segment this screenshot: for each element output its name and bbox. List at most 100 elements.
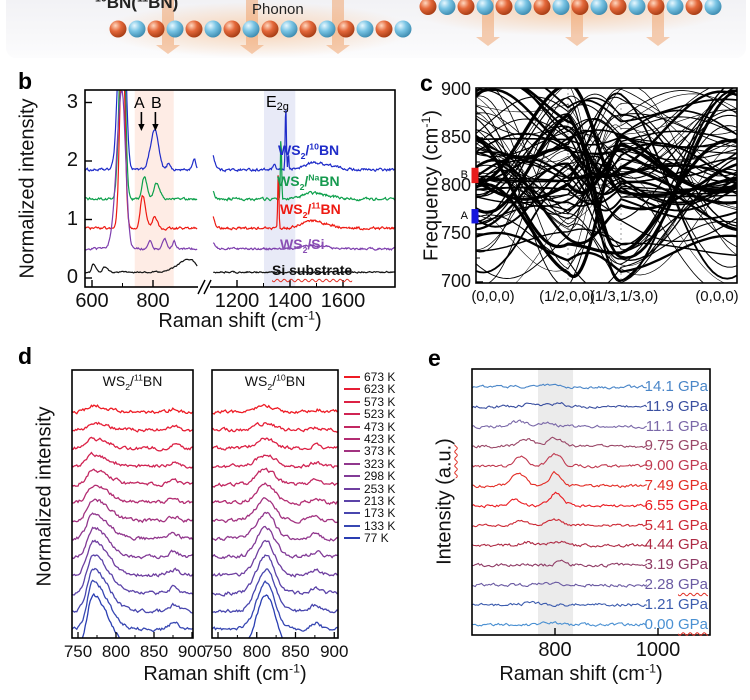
e2g-annotation: E2g [266, 94, 289, 113]
x-tick-label: 1000 [635, 639, 681, 661]
pressure-curve-0.00 [472, 621, 647, 627]
e2g-part: E [266, 94, 277, 111]
legend-line-swatch [344, 425, 360, 428]
phonon-band [476, 136, 737, 149]
kpoint-label: (0,0,0) [471, 288, 515, 305]
temp-curve-623K [212, 421, 338, 433]
boron-atom [495, 0, 513, 15]
pressure-label: 3.19 GPa [645, 556, 708, 573]
legend-label: 77 K [364, 531, 389, 546]
axis-break-icon [197, 279, 206, 295]
legend-label: 523 K [364, 407, 396, 422]
pressure-label: 5.41 GPa [645, 517, 708, 534]
boron-atom [571, 0, 589, 15]
x-tick-label: 850 [281, 642, 310, 661]
legend-label: 133 K [364, 518, 396, 533]
pressure-unit: GPa [677, 595, 708, 613]
pressure-value: 7.49 [644, 477, 678, 494]
boron-atom [147, 20, 165, 38]
phonon-band [476, 132, 737, 177]
plot-frame [84, 89, 396, 288]
legend-line-swatch [344, 524, 360, 527]
temp-curve-673K [212, 403, 338, 415]
nitrogen-atom [438, 0, 456, 15]
x-tick-label: 600 [75, 290, 109, 312]
boron-atom [533, 0, 551, 15]
temp-curve-133K [212, 580, 338, 632]
y-tick-label: 900 [440, 79, 471, 99]
panel-e-ylabel-au: a.u. [433, 444, 456, 479]
temp-curve-373K [212, 496, 338, 524]
pressure-unit: GPa [677, 378, 708, 395]
temp-curve-298K [212, 525, 338, 560]
temp-spectra-group [72, 404, 193, 638]
phonon-band [476, 231, 737, 273]
kpoint-label: (0,0,0) [695, 288, 739, 305]
temp-curve-298K [72, 526, 193, 560]
y-tick-label: 750 [440, 223, 471, 243]
nitrogen-atom [128, 20, 146, 38]
legend-line-swatch [344, 438, 360, 440]
x-tick-label: 750 [203, 642, 233, 661]
boron-atom [647, 0, 665, 15]
nitrogen-atom [166, 20, 184, 38]
pressure-label: 11.9 GPa [646, 398, 708, 415]
annotation-arrowhead-icon [138, 124, 145, 131]
pressure-label: 0.00 GPa [645, 616, 708, 633]
marker-a-bar [471, 209, 479, 224]
legend-line-swatch [344, 462, 360, 465]
x-tick-label: 1600 [320, 290, 366, 312]
pressure-curve-9.00 [472, 452, 647, 469]
spectrum-curve-si-substrate [213, 270, 395, 274]
phonon-band [522, 88, 726, 248]
nitrogen-atom [280, 20, 298, 38]
pressure-value: 11.1 [645, 417, 678, 435]
legend-line-swatch [344, 388, 360, 391]
legend-line-swatch [344, 475, 360, 478]
pressure-value: 9.00 [644, 457, 678, 475]
series-label-ws2-11bn: WS2/11BN [280, 200, 341, 220]
pressure-label: 9.75 GPa [645, 437, 708, 454]
spectrum-curve-ws2-nabn [85, 90, 198, 202]
temp-curve-523K [212, 454, 338, 469]
phonon-band [522, 88, 737, 260]
plot-frame [71, 369, 194, 639]
y-tick-label: 850 [440, 127, 471, 147]
series-label-si-substrate: Si substrate [272, 262, 353, 278]
nitrogen-atom [204, 20, 222, 38]
x-tick-label: 1400 [267, 290, 313, 312]
phonon-band [476, 228, 737, 257]
panel-e-plot [471, 368, 711, 636]
panel-d-letter: d [18, 343, 33, 369]
spectrum-curve-ws2-si [212, 242, 395, 251]
boron-atom [457, 0, 475, 15]
x-tick-label: 750 [63, 642, 93, 661]
temp-curve-253K [212, 539, 338, 578]
pressure-unit: GPa [677, 556, 708, 574]
pressure-label: 4.44 GPa [645, 536, 708, 553]
panel-b: A B E2g b Normalized intensity Raman shift… [0, 62, 410, 338]
legend-label: 573 K [364, 394, 396, 409]
phonon-band [476, 155, 737, 206]
panel-d-ylabel: Normalized intensity [33, 406, 56, 587]
panel-e-letter: e [428, 345, 441, 371]
spectrum-curve-ws2-10bn [85, 90, 198, 172]
panel-d-xlabel: Raman shift (cm-1) [143, 661, 307, 685]
nitrogen-atom [666, 0, 684, 15]
x-tick-label: 800 [101, 642, 131, 661]
phonon-band [476, 97, 737, 283]
legend-label: 423 K [364, 432, 396, 446]
y-tick-label: 3 [66, 90, 78, 113]
temp-curve-77K [81, 592, 121, 638]
boron-atom [223, 20, 241, 38]
x-tick-label: 800 [136, 290, 170, 312]
pressure-value: 11.9 [645, 397, 678, 415]
pressure-unit: GPa [677, 417, 708, 435]
pressure-label: 2.28 GPa [645, 576, 708, 593]
nitrogen-atom [628, 0, 646, 15]
pressure-value: 1.21 [644, 595, 678, 613]
temp-curve-173K [212, 568, 338, 614]
axis-break-mask [198, 280, 210, 294]
axis-break-icon [203, 279, 212, 295]
subpanel-title: WS2/10BN [244, 372, 306, 392]
